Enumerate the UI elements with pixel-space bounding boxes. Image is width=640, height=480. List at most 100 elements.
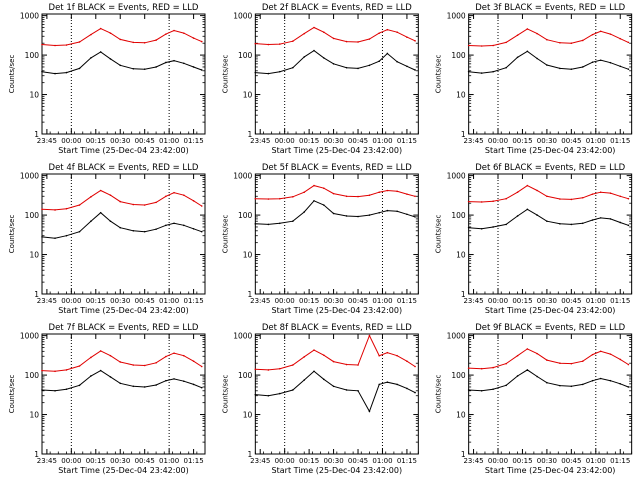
events-point bbox=[505, 223, 507, 226]
events-point bbox=[505, 66, 507, 69]
lld-point bbox=[467, 200, 470, 203]
x-tick-label: 00:00 bbox=[275, 137, 295, 145]
events-point bbox=[536, 375, 538, 378]
x-tick-label: 00:15 bbox=[299, 457, 319, 465]
events-point bbox=[406, 387, 408, 390]
lld-point bbox=[99, 189, 102, 192]
events-point bbox=[386, 52, 389, 55]
lld-point bbox=[165, 195, 167, 198]
lld-point bbox=[192, 360, 195, 362]
lld-point bbox=[414, 40, 416, 42]
lld-point bbox=[505, 197, 507, 200]
events-point bbox=[90, 375, 92, 377]
lld-point bbox=[546, 359, 548, 361]
events-point bbox=[396, 210, 398, 213]
x-tick-label: 01:15 bbox=[397, 457, 417, 465]
events-series-line bbox=[468, 208, 629, 230]
lld-point bbox=[173, 352, 175, 354]
events-point bbox=[322, 57, 325, 59]
lld-point bbox=[254, 197, 257, 200]
events-point bbox=[109, 376, 112, 378]
events-point bbox=[267, 72, 270, 75]
events-point bbox=[609, 379, 612, 382]
y-tick-label: 100 bbox=[238, 371, 253, 380]
lld-point bbox=[396, 31, 398, 34]
lld-point bbox=[292, 196, 294, 198]
lld-point bbox=[406, 36, 408, 38]
events-point bbox=[183, 224, 185, 227]
lld-point bbox=[609, 33, 612, 35]
events-point bbox=[332, 63, 335, 65]
chart-title: Det 1f BLACK = Events, RED = LLD bbox=[49, 3, 199, 13]
x-tick-label: 00:15 bbox=[86, 457, 106, 465]
x-tick-label: 01:15 bbox=[610, 137, 630, 145]
events-point bbox=[143, 386, 146, 388]
events-point bbox=[492, 226, 494, 228]
lld-point bbox=[41, 43, 43, 46]
x-tick-label: 00:45 bbox=[561, 137, 581, 145]
lld-point bbox=[41, 369, 43, 372]
x-tick-label: 23:45 bbox=[463, 457, 483, 465]
x-tick-label: 01:15 bbox=[397, 137, 417, 145]
lld-point bbox=[109, 32, 112, 34]
events-point bbox=[143, 230, 146, 233]
events-point bbox=[559, 223, 561, 225]
events-point bbox=[368, 410, 371, 413]
x-tick-label: 01:00 bbox=[372, 137, 392, 145]
lld-point bbox=[41, 208, 43, 211]
events-point bbox=[591, 219, 594, 221]
events-point bbox=[357, 389, 359, 392]
events-point bbox=[357, 215, 359, 218]
y-tick-label: 100 bbox=[451, 51, 466, 60]
lld-point bbox=[546, 38, 548, 41]
events-point bbox=[414, 69, 416, 71]
events-point bbox=[99, 211, 102, 214]
x-tick-label: 00:00 bbox=[488, 137, 508, 145]
events-point bbox=[132, 67, 135, 70]
lld-point bbox=[143, 204, 146, 206]
lld-point bbox=[526, 28, 529, 30]
lld-point bbox=[386, 28, 389, 31]
x-tick-label: 23:45 bbox=[463, 137, 483, 145]
lld-point bbox=[132, 364, 135, 366]
events-point bbox=[480, 227, 483, 230]
x-tick-label: 23:45 bbox=[250, 137, 270, 145]
y-tick-label: 10 bbox=[243, 411, 253, 420]
lld-point bbox=[378, 354, 381, 357]
lld-point bbox=[292, 364, 294, 366]
events-point bbox=[99, 369, 102, 372]
plot-frame bbox=[254, 173, 419, 295]
lld-series-line bbox=[468, 348, 629, 370]
events-point bbox=[165, 61, 167, 64]
events-point bbox=[78, 384, 81, 387]
events-point bbox=[41, 389, 43, 391]
events-point bbox=[278, 392, 281, 395]
lld-point bbox=[378, 191, 381, 194]
x-tick-label: 00:15 bbox=[86, 137, 106, 145]
events-point bbox=[536, 57, 538, 60]
x-tick-label: 00:15 bbox=[512, 137, 532, 145]
events-point bbox=[292, 389, 294, 391]
lld-point bbox=[254, 368, 257, 371]
y-tick-label: 10 bbox=[29, 411, 39, 420]
x-axis-label: Start Time (25-Dec-04 23:42:00) bbox=[272, 466, 403, 475]
events-point bbox=[378, 211, 381, 214]
lld-point bbox=[570, 198, 573, 201]
lld-point bbox=[516, 34, 519, 36]
lld-point bbox=[591, 33, 594, 36]
x-tick-label: 00:45 bbox=[348, 137, 368, 145]
y-axis-label: Counts/sec bbox=[435, 215, 443, 254]
events-point bbox=[581, 383, 584, 386]
events-point bbox=[267, 223, 270, 226]
lld-series-line bbox=[468, 28, 629, 47]
events-point bbox=[581, 222, 584, 225]
x-tick-label: 00:30 bbox=[323, 297, 343, 305]
chart-title: Det 4f BLACK = Events, RED = LLD bbox=[49, 163, 199, 173]
lld-point bbox=[278, 43, 281, 45]
lld-point bbox=[303, 356, 306, 358]
lld-point bbox=[65, 44, 68, 46]
events-point bbox=[396, 383, 398, 386]
x-axis-label: Start Time (25-Dec-04 23:42:00) bbox=[58, 306, 189, 315]
events-point bbox=[254, 393, 257, 396]
events-point bbox=[267, 394, 270, 397]
